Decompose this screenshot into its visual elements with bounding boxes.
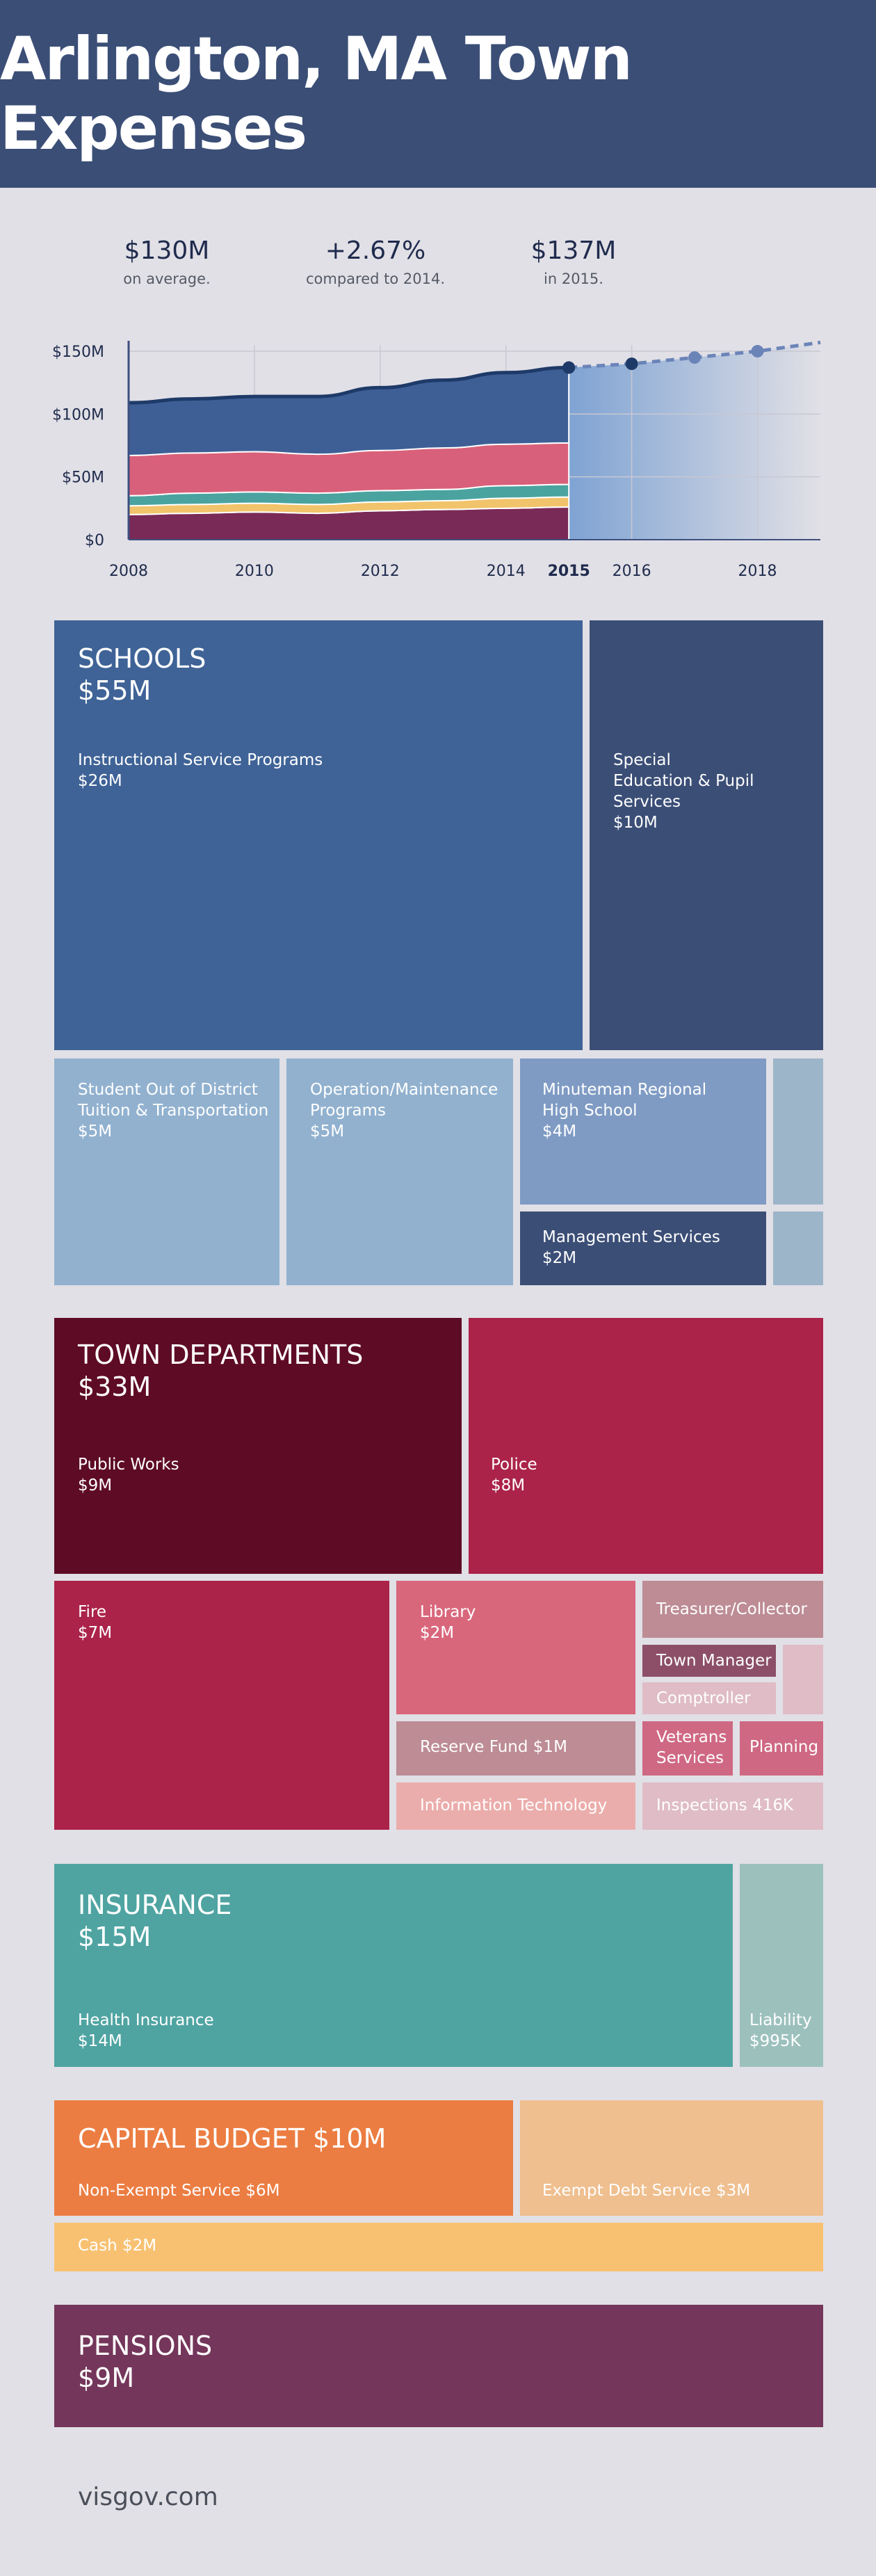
tile-library: Library $2M bbox=[396, 1581, 635, 1714]
health-insurance-label: Health Insurance $14M bbox=[78, 2011, 214, 2050]
projection-marker-0 bbox=[562, 361, 576, 374]
tile-police: Police $8M bbox=[469, 1318, 823, 1574]
stat-average: $130M on average. bbox=[63, 236, 271, 287]
management-services-label: Management Services $2M bbox=[542, 1228, 720, 1267]
y-tick-label-0: $0 bbox=[85, 532, 104, 549]
stat-change: +2.67% compared to 2014. bbox=[271, 236, 480, 287]
tile-minuteman: Minuteman Regional High School $4M bbox=[520, 1058, 766, 1205]
tile-town-small bbox=[783, 1645, 823, 1714]
tile-reserve-fund: Reserve Fund $1M bbox=[396, 1721, 635, 1776]
area-series-4 bbox=[128, 367, 570, 456]
town-departments-title: TOWN DEPARTMENTS $33M bbox=[78, 1339, 364, 1402]
cash-label: Cash $2M bbox=[78, 2237, 157, 2255]
tile-fire: Fire $7M bbox=[54, 1581, 389, 1830]
pensions-title: PENSIONS $9M bbox=[78, 2331, 213, 2393]
public-works-label: Public Works $9M bbox=[78, 1456, 179, 1495]
y-tick-label-2: $100M bbox=[52, 406, 104, 424]
stat-change-label: compared to 2014. bbox=[305, 271, 446, 287]
fire-label: Fire $7M bbox=[78, 1603, 113, 1642]
footer-source[interactable]: visgov.com bbox=[78, 2483, 218, 2511]
tile-cash: Cash $2M bbox=[54, 2223, 823, 2271]
total-line bbox=[128, 366, 569, 405]
exempt-debt-service-label: Exempt Debt Service $3M bbox=[542, 2182, 751, 2200]
special-education-label: Special Education & Pupil Services $10M bbox=[613, 751, 754, 832]
town-manager-label: Town Manager bbox=[656, 1652, 772, 1670]
schools-title: SCHOOLS $55M bbox=[78, 643, 206, 706]
tile-pensions: PENSIONS $9M bbox=[54, 2305, 823, 2427]
tile-inspections: Inspections 416K bbox=[642, 1782, 823, 1830]
minuteman-label: Minuteman Regional High School $4M bbox=[542, 1081, 707, 1141]
tile-non-exempt-service: CAPITAL BUDGET $10M Non-Exempt Service $… bbox=[54, 2100, 513, 2216]
out-of-district-label: Student Out of District Tuition & Transp… bbox=[78, 1081, 269, 1141]
projection-marker-3 bbox=[751, 345, 764, 358]
treasurer-label: Treasurer/Collector bbox=[656, 1600, 807, 1618]
tile-schools-small-1 bbox=[773, 1058, 823, 1205]
projection-marker-2 bbox=[688, 351, 701, 364]
capital-budget-title: CAPITAL BUDGET $10M bbox=[78, 2123, 387, 2154]
x-tick-label-2: 2012 bbox=[361, 563, 400, 580]
liability-label: Liability $995K bbox=[749, 2011, 812, 2050]
tile-exempt-debt-service: Exempt Debt Service $3M bbox=[520, 2100, 823, 2216]
projection-marker-1 bbox=[625, 357, 638, 371]
stat-average-label: on average. bbox=[123, 271, 211, 287]
x-tick-label-1: 2010 bbox=[235, 563, 274, 580]
x-tick-label-0: 2008 bbox=[109, 563, 148, 580]
stat-current-label: in 2015. bbox=[544, 271, 603, 287]
page-title: Arlington, MA Town Expenses bbox=[0, 24, 633, 163]
x-tick-label-3: 2014 bbox=[487, 563, 526, 580]
tile-liability: Liability $995K bbox=[740, 1864, 823, 2067]
tile-comptroller: Comptroller bbox=[642, 1682, 776, 1714]
x-tick-label-4: 2015 bbox=[548, 563, 590, 580]
stat-current: $137M in 2015. bbox=[469, 236, 678, 287]
library-label: Library $2M bbox=[420, 1603, 476, 1642]
tile-operation-maintenance: Operation/Maintenance Programs $5M bbox=[286, 1058, 513, 1285]
y-tick-label-1: $50M bbox=[62, 469, 104, 487]
tile-health-insurance: INSURANCE $15M Health Insurance $14M bbox=[54, 1864, 733, 2067]
tile-veterans: Veterans Services bbox=[642, 1721, 733, 1776]
instructional-label: Instructional Service Programs $26M bbox=[78, 751, 323, 790]
x-tick-label-5: 2016 bbox=[613, 563, 651, 580]
planning-label: Planning bbox=[749, 1738, 819, 1756]
tile-public-works: TOWN DEPARTMENTS $33M Public Works $9M bbox=[54, 1318, 462, 1574]
expenses-area-chart: $0 $50M $100M $150M 2008 2010 2012 2014 2015 2016… bbox=[52, 340, 821, 580]
tile-treasurer: Treasurer/Collector bbox=[642, 1581, 823, 1638]
tile-schools-instructional: SCHOOLS $55M Instructional Service Progr… bbox=[54, 620, 583, 1050]
information-technology-label: Information Technology bbox=[420, 1796, 608, 1814]
x-tick-label-6: 2018 bbox=[738, 563, 777, 580]
projection-area bbox=[569, 342, 820, 540]
tile-out-of-district: Student Out of District Tuition & Transp… bbox=[54, 1058, 279, 1285]
reserve-fund-label: Reserve Fund $1M bbox=[420, 1738, 567, 1756]
tile-town-manager: Town Manager bbox=[642, 1645, 776, 1677]
stat-change-value: +2.67% bbox=[325, 236, 426, 265]
tile-schools-small-2 bbox=[773, 1211, 823, 1285]
inspections-label: Inspections 416K bbox=[656, 1796, 794, 1814]
tile-special-education: Special Education & Pupil Services $10M bbox=[590, 620, 823, 1050]
tile-planning: Planning bbox=[740, 1721, 823, 1776]
stat-average-value: $130M bbox=[124, 236, 210, 265]
insurance-title: INSURANCE $15M bbox=[78, 1890, 232, 1952]
tile-information-technology: Information Technology bbox=[396, 1782, 635, 1830]
header-banner: Arlington, MA Town Expenses bbox=[0, 0, 876, 188]
comptroller-label: Comptroller bbox=[656, 1689, 751, 1707]
police-label: Police $8M bbox=[491, 1456, 537, 1495]
operation-maintenance-label: Operation/Maintenance Programs $5M bbox=[310, 1081, 498, 1141]
veterans-label: Veterans Services bbox=[656, 1728, 727, 1767]
stat-current-value: $137M bbox=[530, 236, 617, 265]
tile-management-services: Management Services $2M bbox=[520, 1211, 766, 1285]
y-tick-label-3: $150M bbox=[52, 344, 104, 361]
non-exempt-service-label: Non-Exempt Service $6M bbox=[78, 2182, 280, 2200]
